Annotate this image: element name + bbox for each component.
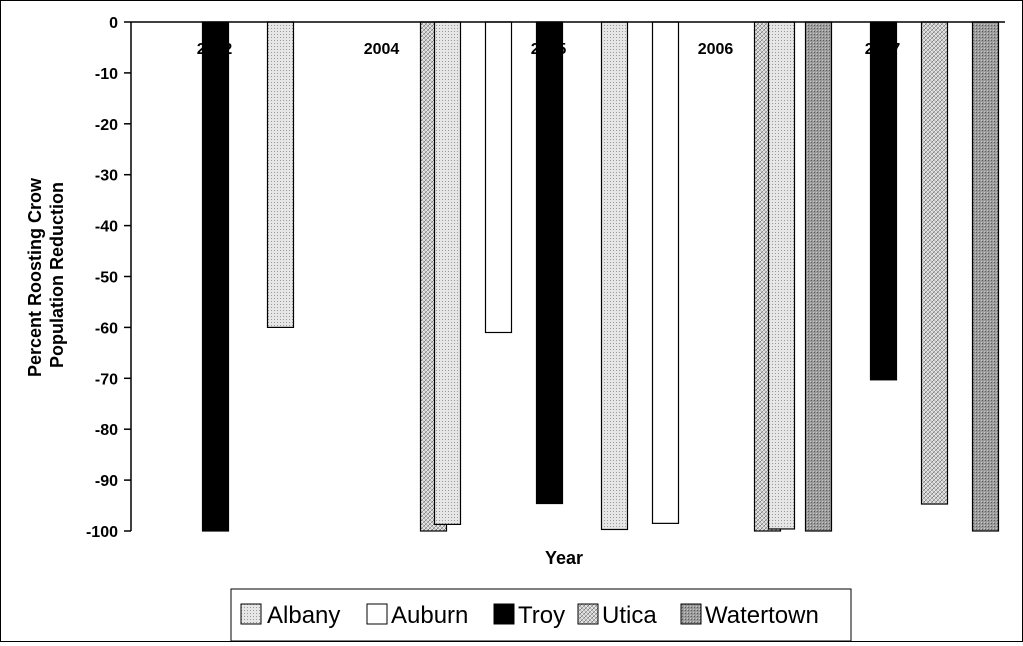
bar-utica-2007	[920, 21, 949, 505]
category-label: 2002	[197, 41, 233, 58]
bar-albany-2004	[266, 21, 295, 328]
legend-label-troy: Troy	[518, 602, 565, 629]
y-tick-label: -80	[95, 422, 118, 439]
legend-label-auburn: Auburn	[391, 602, 468, 629]
legend-swatch-utica	[577, 603, 599, 625]
y-tick-label: -100	[86, 524, 118, 541]
y-tick-label: -20	[95, 117, 118, 134]
bar-troy-2002	[201, 21, 230, 532]
y-tick-label: -60	[95, 320, 118, 337]
legend-label-utica: Utica	[602, 602, 657, 629]
legend-box	[230, 588, 852, 642]
y-axis-ticks: 0 -10 -20 -30 -40 -50 -60 -70 -80 -90 -100	[86, 15, 131, 541]
bar-watertown-2006	[804, 21, 833, 532]
y-axis-title-line1: Percent Roosting Crow	[25, 177, 45, 377]
y-tick-label: 0	[109, 15, 118, 32]
bar-auburn-2005	[484, 21, 513, 334]
legend-label-albany: Albany	[267, 602, 340, 629]
legend-swatch-albany	[240, 603, 262, 625]
bar-troy-2007	[869, 21, 898, 381]
y-tick-label: -40	[95, 219, 118, 236]
bar-troy-2005	[535, 21, 564, 505]
legend-label-watertown: Watertown	[705, 602, 819, 629]
legend-swatch-troy	[493, 603, 515, 625]
category-label: 2004	[364, 41, 400, 58]
legend: Albany Auburn Troy Utica Watertown	[230, 588, 852, 642]
category-label: 2005	[531, 41, 567, 58]
bar-watertown-2007	[971, 21, 1000, 532]
x-axis-title: Year	[545, 548, 583, 568]
category-label: 2007	[865, 41, 901, 58]
legend-swatch-watertown	[680, 603, 702, 625]
y-axis-title-line2: Population Reduction	[47, 182, 67, 368]
category-label: 2006	[698, 41, 734, 58]
y-tick-label: -30	[95, 168, 118, 185]
bar-albany-2005	[433, 21, 462, 525]
category-labels: 2002 2004 2005 2006 2007	[197, 41, 901, 58]
bar-albany-2007	[767, 21, 796, 530]
y-tick-label: -70	[95, 371, 118, 388]
bar-auburn-2006	[651, 21, 680, 524]
plot-area: 0-10-20-30-40-50-60-70-80-90-100 2002 200…	[86, 15, 1005, 541]
y-tick-label: -90	[95, 473, 118, 490]
y-tick-label: -10	[95, 66, 118, 83]
y-tick-label: -50	[95, 270, 118, 287]
bars-group	[201, 21, 1000, 532]
bar-albany-2006	[600, 21, 629, 531]
legend-swatch-auburn	[366, 603, 388, 625]
y-axis-title: Percent Roosting Crow Population Reducti…	[25, 173, 67, 377]
